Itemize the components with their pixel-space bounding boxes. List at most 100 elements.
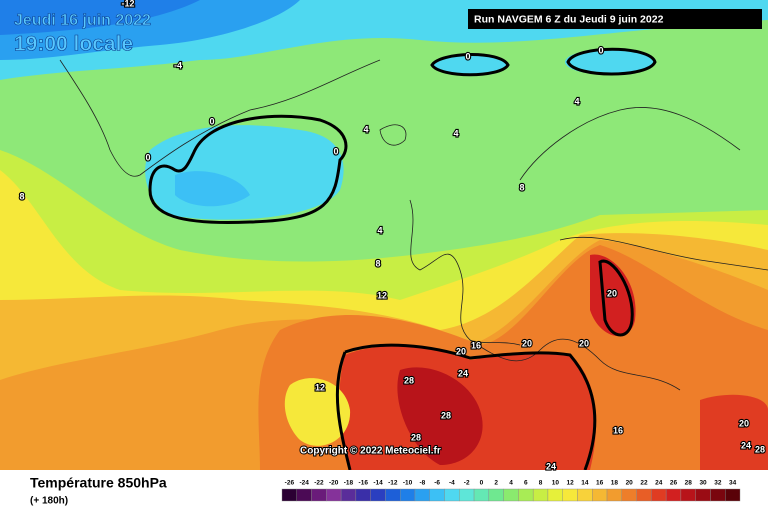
contour-label: 20 [522,338,532,348]
legend-swatch [518,488,534,502]
contour-label: 24 [458,368,468,378]
contour-label: 28 [441,410,451,420]
run-label: Run NAVGEM 6 Z du Jeudi 9 juin 2022 [474,13,664,25]
legend-swatch [488,488,504,502]
legend-swatch [577,488,593,502]
contour-label: 8 [519,182,524,192]
isotherm-0-b [430,53,510,77]
legend-label: -12 [388,480,398,487]
isotherm-0-c [566,47,657,76]
legend-label: -2 [464,480,470,487]
legend-label: -20 [329,480,339,487]
legend-swatch [355,488,371,502]
contour-label: 0 [209,116,214,126]
legend-label: 22 [640,480,648,487]
legend-label: -14 [373,480,383,487]
contour-label: 12 [377,290,387,300]
color-legend: -26 -24 -22 -20 -18 -16 -14 -12 -10 -8 -6 -4 -2 0 2 4 6 8… [281,480,741,502]
legend-label: -6 [434,480,440,487]
contour-label: 24 [741,440,751,450]
legend-label: 20 [626,480,634,487]
coastlines [59,59,768,391]
contour-label: 4 [363,124,368,134]
contour-label: 4 [377,225,382,235]
legend-label: 12 [566,480,574,487]
contour-label: 20 [456,346,466,356]
contour-label: -12 [121,0,134,8]
legend-swatch [651,488,667,502]
contour-label: 16 [471,340,481,350]
date-label: Jeudi 16 juin 2022 [14,12,151,29]
legend-label: -4 [449,480,455,487]
legend-label: -22 [314,480,324,487]
legend-swatch [296,488,312,502]
coast-scandinavia [519,107,768,271]
legend-swatch [385,488,401,502]
contour-labels: -12 -4 0 0 0 0 0 4 4 4 4 8 8 8 12 12 16 16 20 20 20 20 20 24 24 2… [18,0,766,472]
legend-label: -18 [344,480,354,487]
legend-swatch [621,488,637,502]
legend-swatch [695,488,711,502]
legend-swatch [414,488,430,502]
contour-label: 12 [315,382,325,392]
legend-swatch [340,488,357,502]
legend-label: 24 [655,480,663,487]
legend-label: 30 [699,480,707,487]
coast-greenland [59,59,381,177]
legend-swatch [665,488,682,502]
legend-label: 28 [685,480,693,487]
isotherm-0 [148,114,348,224]
legend-label: 32 [714,480,722,487]
temperature-field [0,0,768,470]
legend-swatch [532,488,549,502]
field-cyan-blob3 [565,49,655,75]
contour-label: 4 [453,128,458,138]
contour-label: 8 [375,258,380,268]
legend-swatch [399,488,416,502]
legend-swatch [459,488,475,502]
legend-swatch [547,488,563,502]
lead-label: (+ 180h) [30,496,68,507]
legend-label: -16 [359,480,369,487]
field-cyan-blob [145,125,344,220]
contour-label: 0 [465,51,470,61]
field-blue-blob [175,171,250,207]
legend-swatch [281,488,297,502]
legend-swatch [503,488,519,502]
contour-label: 28 [411,432,421,442]
legend-swatch [710,488,726,502]
legend-label: -24 [299,480,309,487]
legend-label: 16 [596,480,604,487]
contour-label: 0 [598,45,603,55]
legend-label: -10 [403,480,413,487]
contour-label: 20 [607,288,617,298]
contour-label: 4 [574,96,579,106]
coast-iceland [379,124,407,146]
isotherm-20-b [598,259,634,337]
contour-label: -4 [174,60,182,70]
contour-label: 20 [739,418,749,428]
field-red-se [700,394,768,470]
legend-swatch [326,488,342,502]
legend-label: 4 [509,480,513,487]
contour-label: 28 [404,375,414,385]
isotherms [148,47,657,471]
contour-label: 8 [19,191,24,201]
legend-label: 34 [729,480,737,487]
legend-label: 18 [611,480,619,487]
contour-label: 0 [333,146,338,156]
field-cyan-blob2 [432,54,508,76]
legend-label: -26 [285,480,295,487]
contour-label: 28 [755,444,765,454]
legend-swatch [429,488,445,502]
contour-label: 16 [613,425,623,435]
legend-label: 2 [494,480,498,487]
legend-label: 8 [539,480,543,487]
isotherm-20-c [335,351,352,471]
legend-swatch [725,488,741,502]
legend-swatch [592,488,608,502]
legend-swatch [311,488,327,502]
legend-label: 14 [581,480,589,487]
